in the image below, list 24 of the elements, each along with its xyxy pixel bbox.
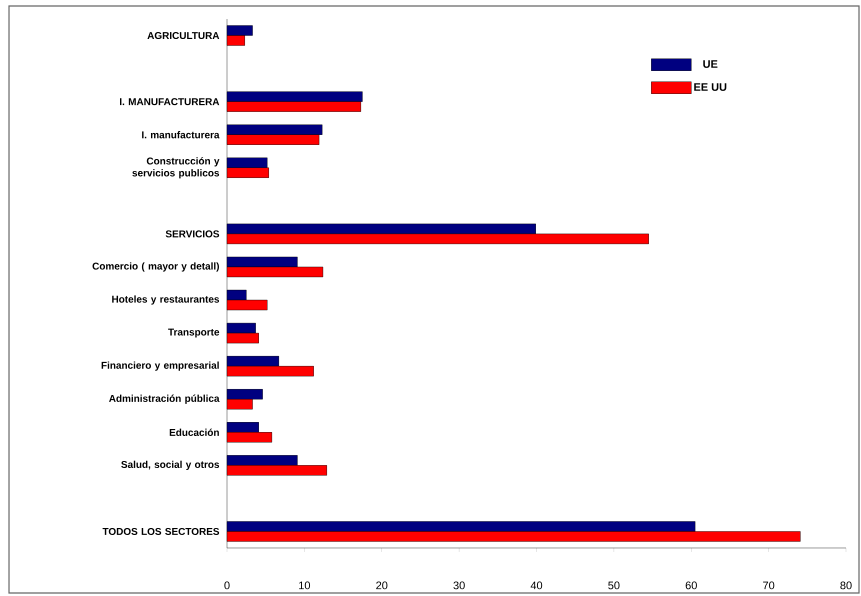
y-tick-label: Hoteles y restaurantes xyxy=(112,295,220,305)
x-tick-label: 50 xyxy=(608,582,620,590)
y-tick-label: Administración pública xyxy=(109,394,220,404)
y-tick-label: Educación xyxy=(170,428,219,436)
x-tick-label: 60 xyxy=(686,582,697,590)
x-tick-label: 20 xyxy=(376,582,388,590)
y-tick-label: Construcción y servicios publicos xyxy=(132,157,220,178)
x-tick-label: 80 xyxy=(840,582,852,590)
x-tick-label: 30 xyxy=(453,582,465,590)
y-tick-label: SERVICIOS xyxy=(166,230,220,238)
y-tick-label: Comercio ( mayor y detall) xyxy=(92,262,219,272)
x-tick-label: 10 xyxy=(299,582,310,590)
y-tick-label: Transporte xyxy=(168,328,220,338)
y-tick-label: I. MANUFACTURERA xyxy=(120,98,220,106)
x-tick-label: 70 xyxy=(763,582,774,590)
legend-label: EE UU xyxy=(694,83,726,91)
y-tick-label: I. manufacturera xyxy=(142,131,220,138)
y-tick-label: AGRICULTURA xyxy=(147,32,220,40)
y-tick-label: Salud, social y otros xyxy=(121,460,220,470)
x-tick-label: 0 xyxy=(224,582,230,590)
y-tick-label: TODOS LOS SECTORES xyxy=(102,528,220,535)
y-tick-label: Financiero y empresarial xyxy=(102,362,219,371)
legend-label: UE xyxy=(703,60,718,68)
x-tick-label: 40 xyxy=(530,582,542,590)
